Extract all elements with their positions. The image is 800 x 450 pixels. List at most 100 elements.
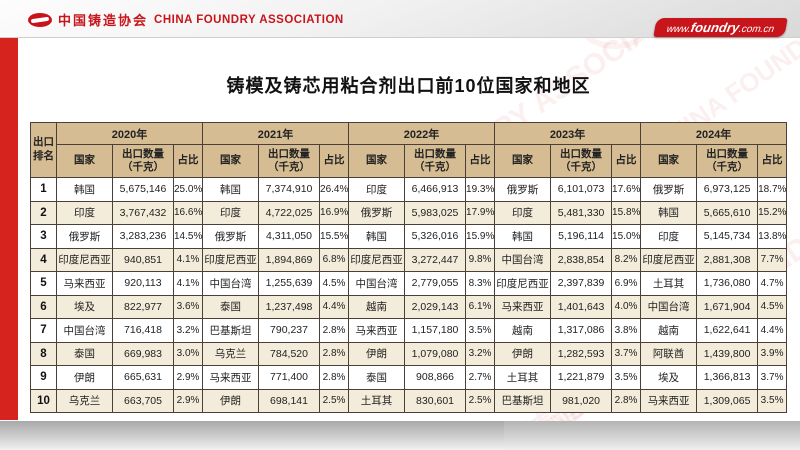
share-cell: 2.5%: [465, 388, 496, 413]
share-cell: 16.6%: [172, 200, 204, 225]
rank-cell: 3: [30, 224, 57, 249]
quantity-cell: 5,665,610: [696, 200, 759, 225]
country-cell: 马来西亚: [640, 388, 698, 413]
quantity-cell: 669,983: [112, 341, 174, 366]
table-row: 10 乌克兰 663,705 2.9% 伊朗 698,141 2.5% 土耳其 830,601 2…: [30, 388, 788, 413]
table-row: 9 伊朗 665,631 2.9% 马来西亚 771,400 2.8% 泰国 908,866 2.…: [30, 365, 788, 390]
country-cell: 韩国: [202, 177, 260, 202]
country-cell: 马来西亚: [202, 365, 260, 390]
country-cell: 印度: [202, 200, 260, 225]
quantity-cell: 3,283,236: [112, 224, 174, 249]
quantity-cell: 4,722,025: [258, 200, 321, 225]
share-cell: 2.9%: [172, 388, 204, 413]
sub-header-share: 占比: [465, 144, 496, 178]
sub-header-quantity: 出口数量（千克）: [696, 144, 759, 178]
share-cell: 3.5%: [465, 318, 496, 343]
quantity-cell: 1,157,180: [404, 318, 467, 343]
country-cell: 印度: [348, 177, 406, 202]
quantity-cell: 5,675,146: [112, 177, 174, 202]
share-cell: 15.9%: [465, 224, 496, 249]
quantity-cell: 5,983,025: [404, 200, 467, 225]
share-cell: 3.2%: [172, 318, 204, 343]
country-cell: 马来西亚: [348, 318, 406, 343]
rank-cell: 4: [30, 247, 57, 272]
sub-header-share: 占比: [319, 144, 350, 178]
country-cell: 越南: [494, 318, 552, 343]
country-cell: 中国台湾: [202, 271, 260, 296]
share-cell: 2.8%: [319, 341, 350, 366]
quantity-cell: 920,113: [112, 271, 174, 296]
share-cell: 2.8%: [611, 388, 642, 413]
year-header-2023: 2023年: [494, 122, 642, 145]
left-accent-bar: [0, 38, 18, 420]
country-cell: 乌克兰: [202, 341, 260, 366]
share-cell: 6.8%: [319, 247, 350, 272]
share-cell: 3.6%: [172, 294, 204, 319]
country-cell: 韩国: [640, 200, 698, 225]
quantity-cell: 1,366,813: [696, 365, 759, 390]
table-row: 1 韩国 5,675,146 25.0% 韩国 7,374,910 26.4% 印度 6,466…: [30, 177, 788, 202]
share-cell: 26.4%: [319, 177, 350, 202]
table-body: 1 韩国 5,675,146 25.0% 韩国 7,374,910 26.4% 印度 6,466…: [30, 177, 788, 413]
share-cell: 15.8%: [611, 200, 642, 225]
quantity-cell: 2,397,839: [550, 271, 613, 296]
country-cell: 越南: [640, 318, 698, 343]
country-cell: 泰国: [56, 341, 113, 366]
rank-cell: 8: [30, 341, 57, 366]
quantity-cell: 1,221,879: [550, 365, 613, 390]
table-row: 6 埃及 822,977 3.6% 泰国 1,237,498 4.4% 越南 2,029,143…: [30, 294, 788, 319]
rank-cell: 10: [30, 388, 57, 413]
country-cell: 土耳其: [348, 388, 406, 413]
quantity-cell: 5,326,016: [404, 224, 467, 249]
rank-cell: 7: [30, 318, 57, 343]
quantity-cell: 2,838,854: [550, 247, 613, 272]
sub-header-share: 占比: [611, 144, 642, 178]
quantity-cell: 6,466,913: [404, 177, 467, 202]
quantity-cell: 5,196,114: [550, 224, 613, 249]
share-cell: 15.2%: [757, 200, 788, 225]
country-cell: 俄罗斯: [640, 177, 698, 202]
export-table-container: 出口排名 2020年 2021年 2022年 2023年 2024年 国家 出口…: [30, 122, 788, 413]
share-cell: 4.5%: [319, 271, 350, 296]
sub-header-country: 国家: [494, 144, 552, 178]
quantity-cell: 1,671,904: [696, 294, 759, 319]
quantity-cell: 6,101,073: [550, 177, 613, 202]
quantity-cell: 771,400: [258, 365, 321, 390]
share-cell: 2.7%: [465, 365, 496, 390]
year-header-2024: 2024年: [640, 122, 788, 145]
quantity-cell: 940,851: [112, 247, 174, 272]
share-cell: 3.5%: [757, 388, 788, 413]
country-cell: 印度尼西亚: [640, 247, 698, 272]
country-cell: 埃及: [640, 365, 698, 390]
country-cell: 韩国: [348, 224, 406, 249]
country-cell: 中国台湾: [640, 294, 698, 319]
country-cell: 埃及: [56, 294, 113, 319]
quantity-cell: 2,029,143: [404, 294, 467, 319]
share-cell: 6.1%: [465, 294, 496, 319]
share-cell: 4.4%: [319, 294, 350, 319]
footer-band: [0, 421, 800, 450]
year-header-2020: 2020年: [55, 122, 204, 145]
logo-english-name: CHINA FOUNDRY ASSOCIATION: [154, 13, 344, 26]
country-cell: 巴基斯坦: [494, 388, 552, 413]
quantity-cell: 1,255,639: [258, 271, 321, 296]
quantity-cell: 3,767,432: [112, 200, 174, 225]
country-cell: 印度: [494, 200, 552, 225]
cfa-logo-icon: [28, 12, 52, 27]
share-cell: 3.7%: [757, 365, 788, 390]
sub-header-country: 国家: [202, 144, 260, 178]
quantity-cell: 790,237: [258, 318, 321, 343]
sub-header-share: 占比: [172, 144, 204, 178]
share-cell: 4.1%: [172, 271, 204, 296]
sub-header-country: 国家: [56, 144, 113, 178]
country-cell: 马来西亚: [56, 271, 113, 296]
table-row: 5 马来西亚 920,113 4.1% 中国台湾 1,255,639 4.5% 中国台湾 2,7…: [30, 271, 788, 296]
table-row: 7 中国台湾 716,418 3.2% 巴基斯坦 790,237 2.8% 马来西亚 1,157…: [30, 318, 788, 343]
share-cell: 15.0%: [611, 224, 642, 249]
share-cell: 4.4%: [757, 318, 788, 343]
logo-chinese-name: 中国铸造协会: [58, 13, 149, 28]
website-suffix: .com.cn: [737, 24, 775, 35]
share-cell: 16.9%: [319, 200, 350, 225]
quantity-cell: 1,894,869: [258, 247, 321, 272]
quantity-cell: 4,311,050: [258, 224, 321, 249]
